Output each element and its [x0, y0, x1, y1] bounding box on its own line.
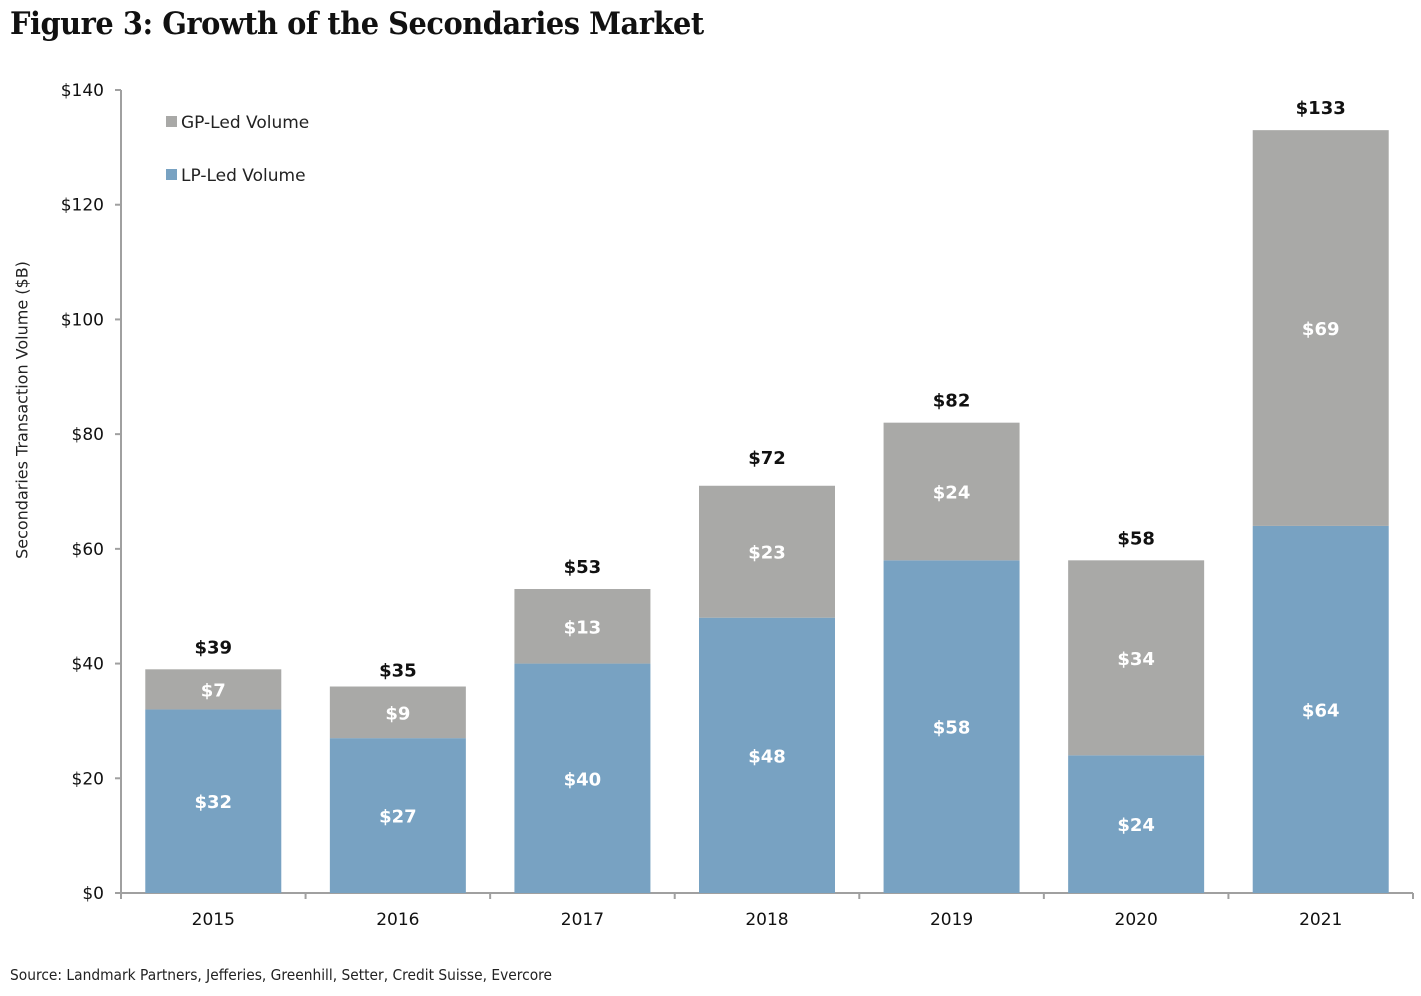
- y-tick-label: $100: [61, 310, 104, 330]
- bar-segment-lp-led: [514, 663, 651, 893]
- source-note: Source: Landmark Partners, Jefferies, Gr…: [10, 966, 553, 984]
- y-tick-label: $20: [72, 769, 104, 789]
- legend-swatch: [166, 169, 177, 180]
- bar-segment-lp-led: [1252, 525, 1389, 893]
- x-tick-label: 2016: [376, 910, 419, 930]
- x-tick-label: 2021: [1299, 910, 1342, 930]
- bar-segment-lp-led: [329, 738, 466, 893]
- segment-value-label: $34: [1117, 649, 1155, 670]
- total-value-label: $72: [748, 448, 786, 469]
- x-tick-label: 2015: [192, 910, 235, 930]
- y-tick-label: $40: [72, 655, 104, 675]
- y-tick-label: $140: [61, 81, 104, 101]
- x-tick-label: 2018: [745, 910, 788, 930]
- bar-segment-gp-led: [699, 485, 835, 618]
- bar-segment-gp-led: [883, 422, 1020, 561]
- total-value-label: $58: [1117, 528, 1155, 549]
- data-labels: $32 $7 $39 $27 $9 $35 $40 $13 $53 $48 $23 $72 $58 $24…: [194, 98, 1345, 836]
- legend-label: GP-Led Volume: [181, 113, 309, 133]
- legend-swatch: [166, 116, 177, 127]
- segment-value-label: $13: [564, 617, 602, 638]
- x-tick-label: 2020: [1115, 910, 1158, 930]
- y-tick-label: $60: [72, 540, 104, 560]
- segment-value-label: $40: [564, 769, 602, 790]
- y-tick-label: $80: [72, 425, 104, 445]
- segment-value-label: $27: [379, 807, 417, 828]
- total-value-label: $35: [379, 660, 417, 681]
- bar-segment-gp-led: [145, 669, 282, 710]
- segment-value-label: $48: [748, 746, 786, 767]
- y-tick-label: $0: [82, 884, 104, 904]
- bar-segment-gp-led: [329, 686, 466, 739]
- total-value-label: $82: [933, 391, 971, 412]
- bar-segment-lp-led: [699, 617, 835, 893]
- segment-value-label: $32: [194, 792, 232, 813]
- total-value-label: $53: [564, 557, 602, 578]
- segment-value-label: $69: [1302, 319, 1340, 340]
- bars: [145, 130, 1389, 893]
- bar-segment-gp-led: [1068, 560, 1205, 756]
- segment-value-label: $24: [1117, 815, 1155, 836]
- chart-title: Figure 3: Growth of the Secondaries Mark…: [10, 6, 704, 42]
- y-tick-label: $120: [61, 196, 104, 216]
- bar-segment-lp-led: [1068, 755, 1205, 893]
- segment-value-label: $9: [385, 703, 410, 724]
- bar-segment-lp-led: [883, 560, 1020, 893]
- legend: GP-Led Volume LP-Led Volume: [166, 113, 309, 186]
- x-tick-label: 2019: [930, 910, 973, 930]
- bar-segment-lp-led: [145, 709, 282, 893]
- legend-label: LP-Led Volume: [181, 166, 306, 186]
- segment-value-label: $24: [933, 483, 971, 504]
- segment-value-label: $58: [933, 718, 971, 739]
- total-value-label: $133: [1296, 98, 1346, 119]
- segment-value-label: $7: [201, 680, 226, 701]
- segment-value-label: $64: [1302, 700, 1340, 721]
- total-value-label: $39: [194, 637, 232, 658]
- bar-segment-gp-led: [1252, 130, 1389, 526]
- bar-segment-gp-led: [514, 589, 651, 664]
- x-tick-label: 2017: [561, 910, 604, 930]
- segment-value-label: $23: [748, 543, 786, 564]
